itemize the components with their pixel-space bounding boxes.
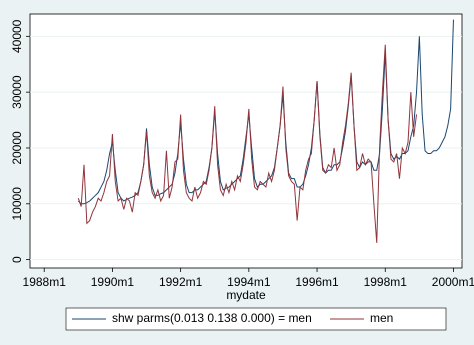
legend-label: men xyxy=(370,311,393,325)
x-tick-label: 2000m1 xyxy=(432,275,474,289)
x-tick-label: 1998m1 xyxy=(364,275,408,289)
y-tick-label: 10000 xyxy=(10,187,24,221)
y-tick-label: 20000 xyxy=(10,131,24,165)
x-tick-label: 1996m1 xyxy=(295,275,339,289)
series-line xyxy=(77,44,418,243)
legend-label: shw parms(0.013 0.138 0.000) = men xyxy=(112,311,312,325)
y-tick-label: 0 xyxy=(10,256,24,263)
x-tick-label: 1988m1 xyxy=(23,275,67,289)
x-tick-label: 1990m1 xyxy=(91,275,135,289)
y-tick-label: 40000 xyxy=(10,19,24,53)
x-tick-label: 1992m1 xyxy=(159,275,203,289)
y-tick-label: 30000 xyxy=(10,75,24,109)
legend-box xyxy=(65,307,447,331)
x-axis-title: mydate xyxy=(226,288,266,302)
x-tick-label: 1994m1 xyxy=(227,275,271,289)
